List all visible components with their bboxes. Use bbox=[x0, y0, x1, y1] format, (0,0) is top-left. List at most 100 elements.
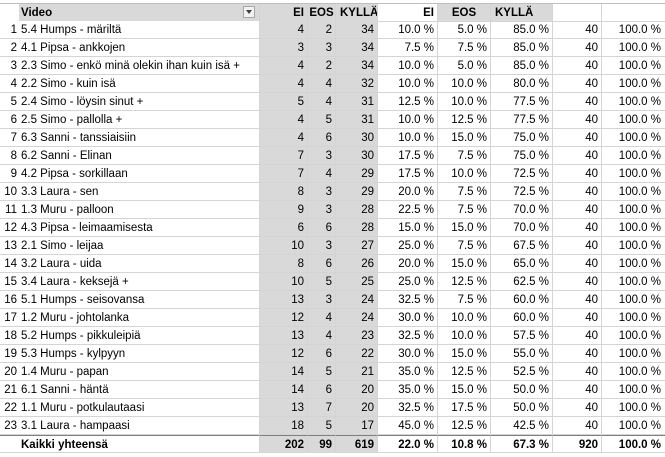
cell-ei-percent[interactable]: 20.0 % bbox=[378, 183, 438, 201]
cell-total-percent[interactable]: 100.0 % bbox=[602, 363, 665, 381]
cell-kylla[interactable]: 31 bbox=[336, 111, 378, 129]
cell-eos-percent[interactable]: 10.0 % bbox=[438, 75, 491, 93]
cell-kylla[interactable]: 21 bbox=[336, 363, 378, 381]
cell-total[interactable]: 40 bbox=[553, 345, 602, 363]
cell-total-percent[interactable]: 100.0 % bbox=[602, 147, 665, 165]
cell-kylla-percent[interactable]: 50.0 % bbox=[491, 399, 553, 417]
cell-total-percent[interactable]: 100.0 % bbox=[602, 309, 665, 327]
cell-total[interactable]: 40 bbox=[553, 399, 602, 417]
totals-ei-percent[interactable]: 22.0 % bbox=[378, 435, 438, 453]
cell-eos[interactable]: 6 bbox=[308, 255, 336, 273]
cell-kylla-percent[interactable]: 60.0 % bbox=[491, 291, 553, 309]
cell-kylla-percent[interactable]: 85.0 % bbox=[491, 39, 553, 57]
cell-total[interactable]: 40 bbox=[553, 327, 602, 345]
cell-eos-percent[interactable]: 12.5 % bbox=[438, 417, 491, 435]
cell-eos[interactable]: 4 bbox=[308, 327, 336, 345]
cell-kylla-percent[interactable]: 72.5 % bbox=[491, 165, 553, 183]
cell-eos-percent[interactable]: 12.5 % bbox=[438, 111, 491, 129]
cell-total[interactable]: 40 bbox=[553, 201, 602, 219]
dropdown-filter-icon[interactable] bbox=[243, 6, 255, 18]
cell-ei-percent[interactable]: 10.0 % bbox=[378, 111, 438, 129]
cell-eos[interactable]: 4 bbox=[308, 309, 336, 327]
cell-eos[interactable]: 6 bbox=[308, 219, 336, 237]
cell-ei[interactable]: 7 bbox=[260, 147, 308, 165]
totals-kylla-percent[interactable]: 67.3 % bbox=[491, 435, 553, 453]
cell-ei[interactable]: 18 bbox=[260, 417, 308, 435]
cell-kylla[interactable]: 25 bbox=[336, 273, 378, 291]
cell-ei[interactable]: 7 bbox=[260, 165, 308, 183]
cell-eos[interactable]: 5 bbox=[308, 273, 336, 291]
cell-kylla-percent[interactable]: 50.0 % bbox=[491, 381, 553, 399]
cell-kylla-percent[interactable]: 67.5 % bbox=[491, 237, 553, 255]
cell-eos-percent[interactable]: 7.5 % bbox=[438, 183, 491, 201]
cell-kylla[interactable]: 23 bbox=[336, 327, 378, 345]
cell-kylla[interactable]: 27 bbox=[336, 237, 378, 255]
cell-video[interactable]: 5.2 Humps - pikkuleipiä bbox=[19, 327, 260, 345]
cell-kylla-percent[interactable]: 42.5 % bbox=[491, 417, 553, 435]
cell-ei-percent[interactable]: 45.0 % bbox=[378, 417, 438, 435]
cell-eos-percent[interactable]: 15.0 % bbox=[438, 345, 491, 363]
cell-video[interactable]: 2.3 Simo - enkö minä olekin ihan kuin is… bbox=[19, 57, 260, 75]
cell-eos-percent[interactable]: 12.5 % bbox=[438, 273, 491, 291]
cell-total-percent[interactable]: 100.0 % bbox=[602, 399, 665, 417]
cell-ei[interactable]: 4 bbox=[260, 57, 308, 75]
cell-eos-percent[interactable]: 10.0 % bbox=[438, 327, 491, 345]
cell-video[interactable]: 3.3 Laura - sen bbox=[19, 183, 260, 201]
totals-ei[interactable]: 202 bbox=[260, 435, 308, 453]
cell-kylla[interactable]: 20 bbox=[336, 381, 378, 399]
cell-total-percent[interactable]: 100.0 % bbox=[602, 237, 665, 255]
cell-eos[interactable]: 5 bbox=[308, 111, 336, 129]
cell-eos[interactable]: 3 bbox=[308, 147, 336, 165]
cell-ei-percent[interactable]: 35.0 % bbox=[378, 363, 438, 381]
cell-ei-percent[interactable]: 35.0 % bbox=[378, 381, 438, 399]
cell-total-percent[interactable]: 100.0 % bbox=[602, 345, 665, 363]
cell-kylla-percent[interactable]: 72.5 % bbox=[491, 183, 553, 201]
cell-video[interactable]: 5.3 Humps - kylpyyn bbox=[19, 345, 260, 363]
cell-video[interactable]: 1.3 Muru - palloon bbox=[19, 201, 260, 219]
cell-ei[interactable]: 12 bbox=[260, 309, 308, 327]
cell-kylla-percent[interactable]: 75.0 % bbox=[491, 147, 553, 165]
header-ei-percent[interactable]: EI bbox=[378, 4, 438, 22]
cell-kylla[interactable]: 24 bbox=[336, 309, 378, 327]
cell-kylla[interactable]: 30 bbox=[336, 129, 378, 147]
cell-kylla-percent[interactable]: 80.0 % bbox=[491, 75, 553, 93]
cell-ei[interactable]: 3 bbox=[260, 39, 308, 57]
cell-eos[interactable]: 4 bbox=[308, 93, 336, 111]
cell-kylla[interactable]: 20 bbox=[336, 399, 378, 417]
cell-eos-percent[interactable]: 5.0 % bbox=[438, 57, 491, 75]
cell-ei-percent[interactable]: 25.0 % bbox=[378, 273, 438, 291]
cell-total[interactable]: 40 bbox=[553, 165, 602, 183]
cell-eos[interactable]: 6 bbox=[308, 129, 336, 147]
cell-total-percent[interactable]: 100.0 % bbox=[602, 201, 665, 219]
cell-video[interactable]: 5.4 Humps - märiltä bbox=[19, 21, 260, 39]
cell-eos[interactable]: 3 bbox=[308, 39, 336, 57]
cell-total-percent[interactable]: 100.0 % bbox=[602, 93, 665, 111]
cell-video[interactable]: 4.2 Pipsa - sorkillaan bbox=[19, 165, 260, 183]
cell-total[interactable]: 40 bbox=[553, 111, 602, 129]
cell-ei[interactable]: 10 bbox=[260, 273, 308, 291]
cell-video[interactable]: 2.1 Simo - leijaa bbox=[19, 237, 260, 255]
cell-ei[interactable]: 9 bbox=[260, 201, 308, 219]
cell-ei-percent[interactable]: 7.5 % bbox=[378, 39, 438, 57]
cell-ei-percent[interactable]: 32.5 % bbox=[378, 327, 438, 345]
cell-video[interactable]: 5.1 Humps - seisovansa bbox=[19, 291, 260, 309]
cell-total[interactable]: 40 bbox=[553, 219, 602, 237]
cell-ei[interactable]: 13 bbox=[260, 291, 308, 309]
cell-eos-percent[interactable]: 7.5 % bbox=[438, 237, 491, 255]
header-eos-percent[interactable]: EOS bbox=[438, 4, 491, 22]
cell-ei-percent[interactable]: 30.0 % bbox=[378, 345, 438, 363]
cell-video[interactable]: 2.4 Simo - löysin sinut + bbox=[19, 93, 260, 111]
cell-kylla-percent[interactable]: 52.5 % bbox=[491, 363, 553, 381]
cell-kylla[interactable]: 34 bbox=[336, 39, 378, 57]
cell-eos-percent[interactable]: 17.5 % bbox=[438, 399, 491, 417]
header-total-percent[interactable] bbox=[602, 4, 665, 22]
header-kylla-percent[interactable]: KYLLÄ bbox=[491, 4, 553, 22]
cell-total-percent[interactable]: 100.0 % bbox=[602, 39, 665, 57]
cell-total-percent[interactable]: 100.0 % bbox=[602, 417, 665, 435]
cell-eos-percent[interactable]: 12.5 % bbox=[438, 363, 491, 381]
cell-ei-percent[interactable]: 32.5 % bbox=[378, 399, 438, 417]
cell-video[interactable]: 3.2 Laura - uida bbox=[19, 255, 260, 273]
cell-eos-percent[interactable]: 7.5 % bbox=[438, 39, 491, 57]
cell-ei-percent[interactable]: 25.0 % bbox=[378, 237, 438, 255]
cell-total[interactable]: 40 bbox=[553, 417, 602, 435]
